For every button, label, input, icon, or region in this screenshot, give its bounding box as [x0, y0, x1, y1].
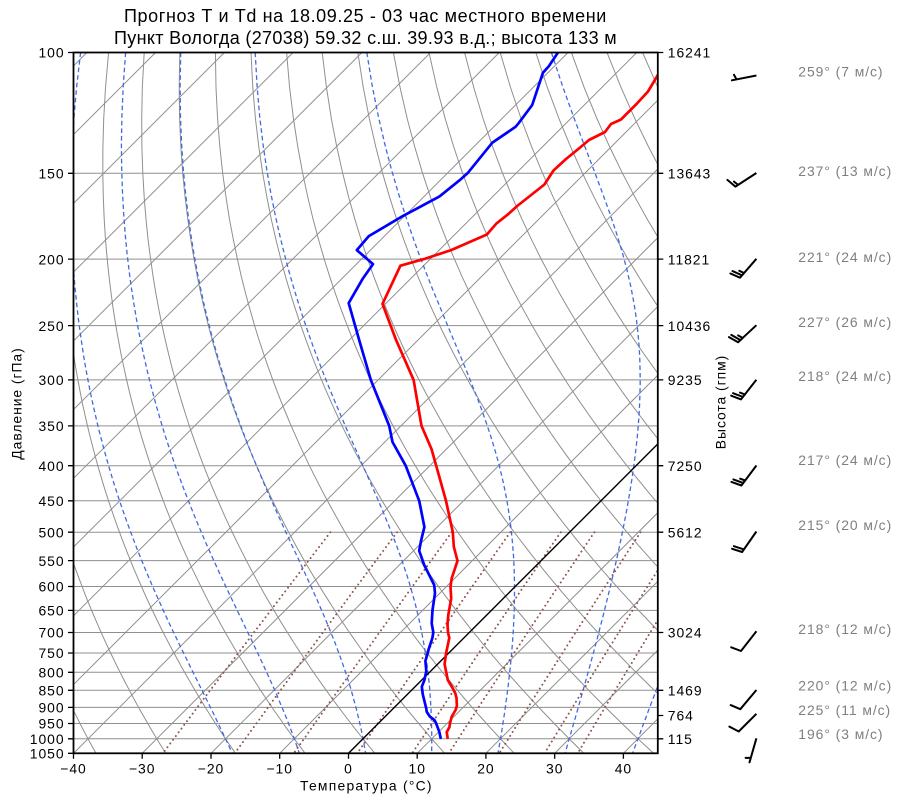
svg-text:900: 900 [38, 700, 64, 716]
svg-text:250: 250 [38, 318, 64, 334]
svg-text:16241: 16241 [668, 45, 711, 61]
svg-text:237° (13 м/с): 237° (13 м/с) [798, 163, 892, 179]
svg-text:7250: 7250 [668, 458, 703, 474]
svg-text:40: 40 [615, 761, 632, 777]
svg-text:−10: −10 [266, 761, 292, 777]
svg-text:300: 300 [38, 372, 64, 388]
svg-text:0: 0 [344, 761, 353, 777]
svg-text:215° (20 м/с): 215° (20 м/с) [798, 517, 892, 533]
svg-text:650: 650 [38, 603, 64, 619]
svg-text:550: 550 [38, 553, 64, 569]
svg-text:10436: 10436 [668, 318, 711, 334]
svg-text:218° (12 м/с): 218° (12 м/с) [798, 621, 892, 637]
svg-text:13643: 13643 [668, 166, 711, 182]
svg-text:Прогноз Т и Td на 18.09.25 - 0: Прогноз Т и Td на 18.09.25 - 03 час мест… [124, 6, 607, 26]
svg-text:196° (3 м/с): 196° (3 м/с) [798, 726, 883, 742]
svg-text:950: 950 [38, 716, 64, 732]
svg-text:750: 750 [38, 645, 64, 661]
svg-text:225° (11 м/с): 225° (11 м/с) [798, 702, 891, 718]
svg-text:259° (7 м/с): 259° (7 м/с) [798, 64, 883, 80]
svg-text:100: 100 [38, 45, 64, 61]
svg-text:500: 500 [38, 524, 64, 540]
svg-text:200: 200 [38, 251, 64, 267]
svg-text:1050: 1050 [30, 746, 65, 762]
svg-text:−30: −30 [129, 761, 155, 777]
svg-text:221° (24 м/с): 221° (24 м/с) [798, 249, 892, 265]
svg-text:Пункт Вологда (27038) 59.32 с.: Пункт Вологда (27038) 59.32 с.ш. 39.93 в… [114, 28, 617, 48]
svg-text:217° (24 м/с): 217° (24 м/с) [798, 452, 892, 468]
svg-text:−40: −40 [60, 761, 86, 777]
svg-text:20: 20 [477, 761, 494, 777]
svg-text:350: 350 [38, 418, 64, 434]
svg-text:Давление (гПа): Давление (гПа) [9, 347, 25, 459]
svg-text:450: 450 [38, 493, 64, 509]
svg-text:600: 600 [38, 579, 64, 595]
svg-text:115: 115 [668, 731, 693, 747]
svg-text:9235: 9235 [668, 372, 703, 388]
svg-text:150: 150 [38, 166, 64, 182]
svg-text:220° (12 м/с): 220° (12 м/с) [798, 678, 892, 694]
svg-text:11821: 11821 [668, 251, 710, 267]
svg-text:764: 764 [668, 708, 694, 724]
svg-text:Температура (°C): Температура (°C) [300, 778, 433, 794]
svg-text:3024: 3024 [668, 625, 703, 641]
svg-text:800: 800 [38, 665, 64, 681]
svg-text:218° (24 м/с): 218° (24 м/с) [798, 368, 892, 384]
svg-text:400: 400 [38, 458, 64, 474]
svg-text:Высота (гпм): Высота (гпм) [713, 355, 729, 449]
svg-text:1000: 1000 [30, 731, 65, 747]
svg-text:1469: 1469 [668, 683, 703, 699]
svg-text:850: 850 [38, 683, 64, 699]
svg-text:10: 10 [409, 761, 426, 777]
svg-text:−20: −20 [198, 761, 224, 777]
svg-text:30: 30 [546, 761, 563, 777]
svg-text:700: 700 [38, 625, 64, 641]
svg-text:227° (26 м/с): 227° (26 м/с) [798, 314, 892, 330]
svg-text:5612: 5612 [668, 524, 703, 540]
